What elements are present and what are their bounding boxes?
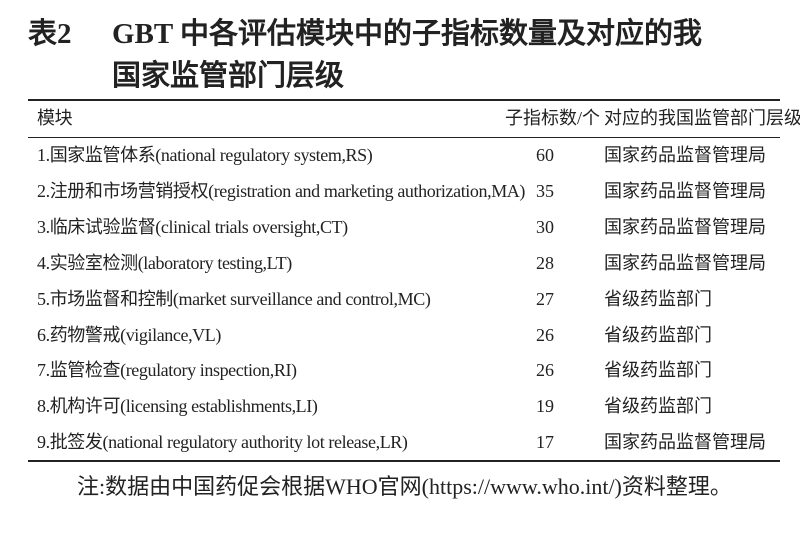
text-cell: 2.注册和市场营销授权(registration and marketing a…: [37, 180, 525, 201]
count-cell: 60: [536, 145, 554, 165]
column-header: 子指标数/个: [505, 108, 601, 128]
note: 注:数据由中国药促会根据WHO官网(https://www.who.int/)资…: [77, 474, 732, 499]
text-cell: 国家药品监督管理局: [604, 252, 766, 273]
text-cell: 5.市场监督和控制(market surveillance and contro…: [37, 288, 431, 309]
text-cell: 7.监管检查(regulatory inspection,RI): [37, 360, 297, 381]
bottom-rule: [28, 460, 780, 462]
text-cell: 8.机构许可(licensing establishments,LI): [37, 396, 318, 417]
text-cell: 省级药监部门: [604, 288, 712, 309]
count-cell: 28: [536, 252, 554, 273]
text-cell: 国家药品监督管理局: [604, 216, 766, 237]
text-cell: 3.临床试验监督(clinical trials oversight,CT): [37, 216, 348, 237]
text-cell: 省级药监部门: [604, 360, 712, 381]
text-cell: 6.药物警戒(vigilance,VL): [37, 324, 221, 345]
count-cell: 19: [536, 396, 554, 417]
count-cell: 35: [536, 180, 554, 201]
top-rule: [28, 99, 780, 101]
text-cell: 国家药品监督管理局: [604, 432, 766, 453]
count-cell: 26: [536, 324, 554, 345]
text-cell: 4.实验室检测(laboratory testing,LT): [37, 252, 292, 273]
text-cell: 国家药品监督管理局: [604, 180, 766, 201]
column-header: 模块: [37, 108, 73, 128]
text-cell: 9.批签发(national regulatory authority lot …: [37, 432, 408, 453]
text-cell: 省级药监部门: [604, 396, 712, 417]
header-rule: [28, 137, 780, 138]
count-cell: 26: [536, 360, 554, 381]
count-cell: 30: [536, 216, 554, 237]
text-cell: 1.国家监管体系(national regulatory system,RS): [37, 145, 373, 165]
text-cell: 省级药监部门: [604, 324, 712, 345]
count-cell: 17: [536, 432, 554, 453]
table-label: 表2: [28, 18, 72, 50]
column-header: 对应的我国监管部门层级: [604, 108, 800, 128]
title-line: 国家监管部门层级: [112, 60, 345, 92]
count-cell: 27: [536, 288, 554, 309]
title-line: GBT 中各评估模块中的子指标数量及对应的我: [112, 18, 702, 50]
text-cell: 国家药品监督管理局: [604, 145, 766, 165]
